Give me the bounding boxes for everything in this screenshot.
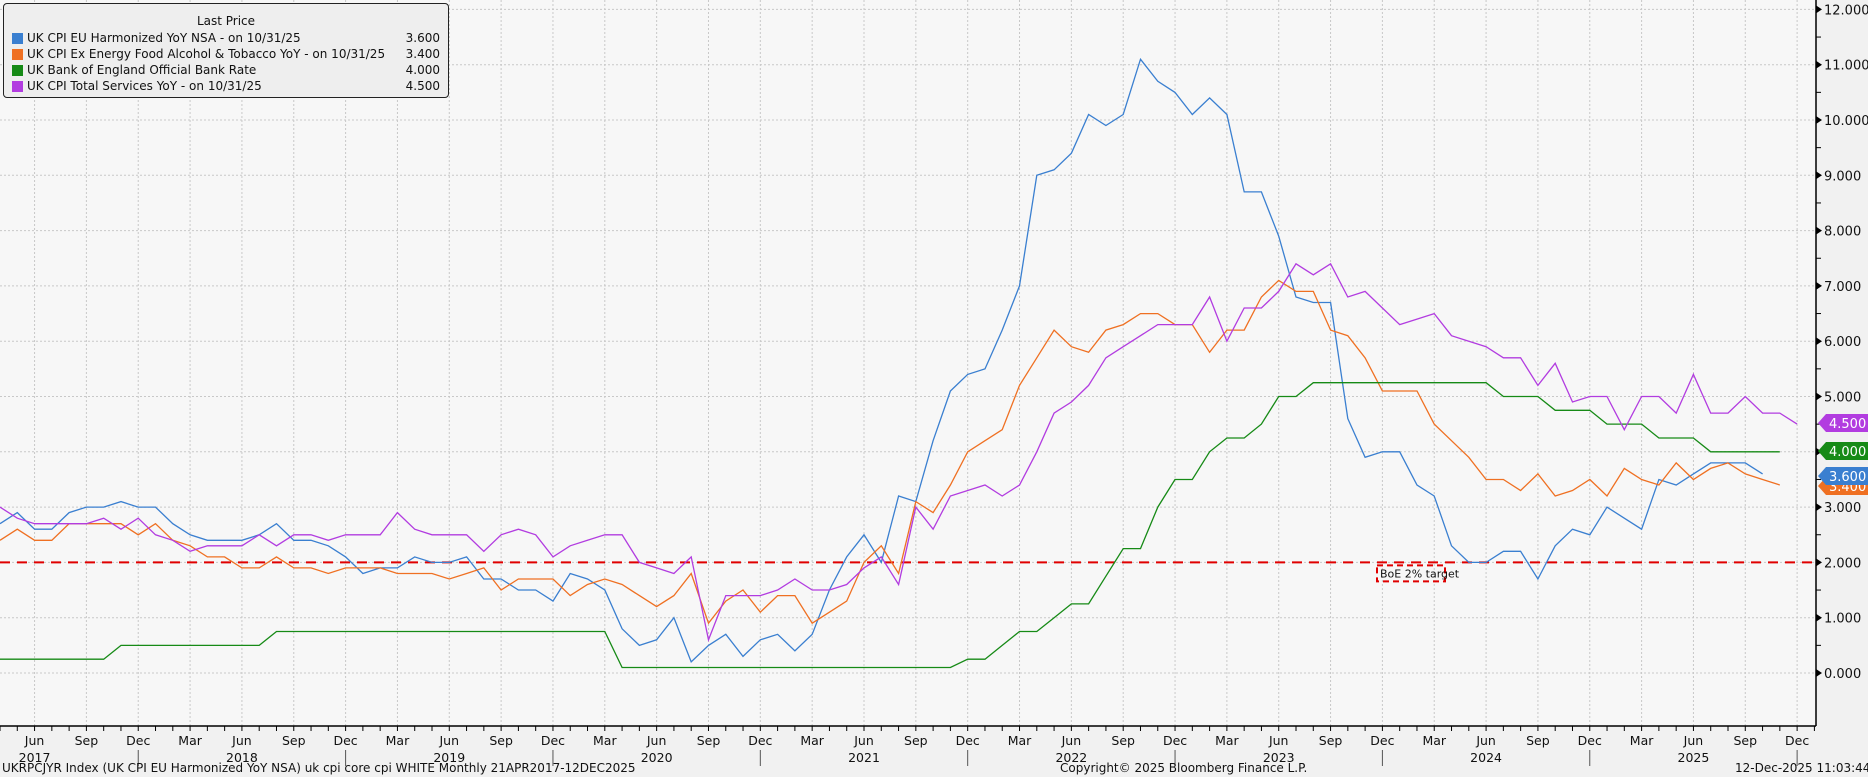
legend-label: UK CPI EU Harmonized YoY NSA - on 10/31/… bbox=[27, 31, 301, 45]
x-tick-month: Sep bbox=[1733, 733, 1757, 748]
x-tick-month: Sep bbox=[1319, 733, 1343, 748]
legend-swatch-icon bbox=[12, 49, 23, 60]
x-tick-month: Mar bbox=[593, 733, 617, 748]
x-tick-month: Mar bbox=[386, 733, 410, 748]
y-tick-label: 5.000 bbox=[1824, 391, 1861, 406]
x-tick-month: Jun bbox=[646, 733, 667, 748]
legend-value: 4.000 bbox=[405, 63, 440, 77]
x-tick-month: Dec bbox=[333, 733, 357, 748]
y-tick-label: 2.000 bbox=[1824, 556, 1861, 571]
x-tick-month: Sep bbox=[282, 733, 306, 748]
y-tick-label: 0.000 bbox=[1824, 667, 1861, 682]
x-tick-month: Mar bbox=[1630, 733, 1654, 748]
legend-item-hicp[interactable]: UK CPI EU Harmonized YoY NSA - on 10/31/… bbox=[12, 31, 440, 47]
y-tick-label: 3.000 bbox=[1824, 501, 1861, 516]
legend-item-core-cpi[interactable]: UK CPI Ex Energy Food Alcohol & Tobacco … bbox=[12, 47, 440, 63]
plot-area bbox=[0, 0, 1816, 726]
legend-value: 3.400 bbox=[405, 47, 440, 61]
legend-label: UK CPI Total Services YoY - on 10/31/25 bbox=[27, 79, 262, 93]
x-tick-month: Sep bbox=[75, 733, 99, 748]
x-tick-month: Dec bbox=[1785, 733, 1809, 748]
x-tick-month: Sep bbox=[904, 733, 928, 748]
footer-ticker-description: UKRPCJYR Index (UK CPI EU Harmonized YoY… bbox=[2, 761, 636, 775]
x-tick-month: Sep bbox=[1111, 733, 1135, 748]
y-tick-label: 1.000 bbox=[1824, 612, 1861, 627]
legend-value: 3.600 bbox=[405, 31, 440, 45]
series-line bbox=[0, 382, 1780, 669]
x-tick-year: 2020 bbox=[641, 750, 673, 765]
x-tick-year: 2018 bbox=[226, 750, 258, 765]
legend-swatch-icon bbox=[12, 81, 23, 92]
x-tick-year: 2024 bbox=[1470, 750, 1502, 765]
x-tick-month: Dec bbox=[126, 733, 150, 748]
y-tick-label: 8.000 bbox=[1824, 225, 1861, 240]
x-tick-year: 2022 bbox=[1055, 750, 1087, 765]
x-tick-month: Jun bbox=[1268, 733, 1289, 748]
x-tick-month: Dec bbox=[956, 733, 980, 748]
x-tick-month: Dec bbox=[541, 733, 565, 748]
legend-item-bank-rate[interactable]: UK Bank of England Official Bank Rate 4.… bbox=[12, 63, 440, 79]
y-tick-label: 10.000 bbox=[1824, 114, 1868, 129]
x-tick-month: Mar bbox=[1215, 733, 1239, 748]
x-tick-month: Dec bbox=[1163, 733, 1187, 748]
legend-value: 4.500 bbox=[405, 79, 440, 93]
legend: Last Price UK CPI EU Harmonized YoY NSA … bbox=[3, 3, 449, 98]
last-value-tag: 4.500 bbox=[1829, 417, 1866, 432]
x-tick-year: 2019 bbox=[433, 750, 465, 765]
x-tick-month: Jun bbox=[1683, 733, 1704, 748]
x-tick-month: Jun bbox=[24, 733, 45, 748]
x-tick-year: 2021 bbox=[848, 750, 880, 765]
footer-timestamp: 12-Dec-2025 11:03:44 bbox=[1735, 761, 1868, 775]
x-tick-month: Mar bbox=[800, 733, 824, 748]
x-tick-month: Jun bbox=[853, 733, 874, 748]
x-tick-month: Mar bbox=[178, 733, 202, 748]
legend-header: Last Price bbox=[196, 14, 256, 28]
legend-label: UK Bank of England Official Bank Rate bbox=[27, 63, 257, 77]
x-tick-month: Jun bbox=[231, 733, 252, 748]
series-line bbox=[0, 279, 1780, 625]
x-tick-month: Dec bbox=[748, 733, 772, 748]
x-tick-month: Dec bbox=[1370, 733, 1394, 748]
y-tick-label: 9.000 bbox=[1824, 169, 1861, 184]
grid-lines bbox=[0, 0, 1816, 726]
x-tick-month: Jun bbox=[1061, 733, 1082, 748]
boe-target-label: BoE 2% target bbox=[1380, 567, 1460, 580]
x-tick-year: 2017 bbox=[19, 750, 51, 765]
footer-copyright: Copyright© 2025 Bloomberg Finance L.P. bbox=[1060, 761, 1308, 775]
y-tick-label: 6.000 bbox=[1824, 335, 1861, 350]
legend-swatch-icon bbox=[12, 33, 23, 44]
legend-swatch-icon bbox=[12, 65, 23, 76]
x-tick-month: Jun bbox=[1475, 733, 1496, 748]
x-tick-month: Mar bbox=[1008, 733, 1032, 748]
boe-target-line: BoE 2% target bbox=[0, 561, 1816, 583]
y-tick-label: 7.000 bbox=[1824, 280, 1861, 295]
x-tick-month: Sep bbox=[697, 733, 721, 748]
x-tick-month: Mar bbox=[1422, 733, 1446, 748]
y-tick-label: 11.000 bbox=[1824, 59, 1868, 74]
y-tick-label: 12.000 bbox=[1824, 3, 1868, 18]
x-tick-month: Dec bbox=[1578, 733, 1602, 748]
legend-label: UK CPI Ex Energy Food Alcohol & Tobacco … bbox=[27, 47, 386, 61]
x-tick-year: 2025 bbox=[1678, 750, 1710, 765]
series-lines bbox=[0, 57, 1798, 669]
legend-item-services-cpi[interactable]: UK CPI Total Services YoY - on 10/31/25 … bbox=[12, 79, 440, 95]
x-tick-month: Sep bbox=[1526, 733, 1550, 748]
last-value-tag: 4.000 bbox=[1829, 445, 1866, 460]
series-line bbox=[0, 57, 1763, 664]
x-tick-year: 2023 bbox=[1263, 750, 1295, 765]
series-line bbox=[0, 262, 1798, 643]
x-tick-month: Jun bbox=[439, 733, 460, 748]
last-value-tag: 3.600 bbox=[1829, 470, 1866, 485]
x-tick-month: Sep bbox=[489, 733, 513, 748]
